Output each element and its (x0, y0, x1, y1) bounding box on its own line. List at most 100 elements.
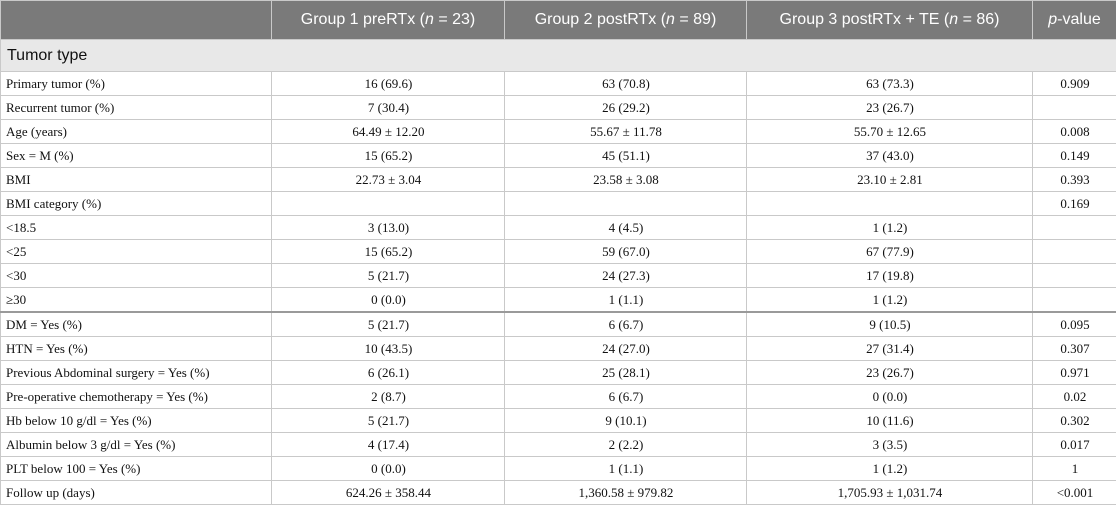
group3-value: 10 (11.6) (746, 408, 1033, 433)
group1-value: 7 (30.4) (271, 95, 505, 120)
table-row: BMI 22.73 ± 3.04 23.58 ± 3.08 23.10 ± 2.81 0… (0, 167, 1116, 192)
group1-value: 0 (0.0) (271, 456, 505, 481)
group1-value: 16 (69.6) (271, 71, 505, 96)
p-value: 0.307 (1032, 336, 1116, 361)
table-row: <30 5 (21.7) 24 (27.3) 17 (19.8) (0, 263, 1116, 288)
group1-value: 64.49 ± 12.20 (271, 119, 505, 144)
row-label: Albumin below 3 g/dl = Yes (%) (0, 432, 272, 457)
group3-value: 1 (1.2) (746, 287, 1033, 313)
table-row: DM = Yes (%) 5 (21.7) 6 (6.7) 9 (10.5) 0.095 (0, 311, 1116, 337)
group2-value: 6 (6.7) (504, 311, 747, 337)
section-title: Tumor type (0, 39, 1116, 72)
group3-value: 63 (73.3) (746, 71, 1033, 96)
row-label: Recurrent tumor (%) (0, 95, 272, 120)
group2-value: 24 (27.0) (504, 336, 747, 361)
p-value: 0.149 (1032, 143, 1116, 168)
table-row: Recurrent tumor (%) 7 (30.4) 26 (29.2) 23 (… (0, 95, 1116, 120)
table-row: Albumin below 3 g/dl = Yes (%) 4 (17.4) 2 … (0, 432, 1116, 457)
table-row: <25 15 (65.2) 59 (67.0) 67 (77.9) (0, 239, 1116, 264)
p-value (1032, 287, 1116, 313)
group1-value: 5 (21.7) (271, 408, 505, 433)
group2-value: 25 (28.1) (504, 360, 747, 385)
p-value: 0.017 (1032, 432, 1116, 457)
group1-value: 2 (8.7) (271, 384, 505, 409)
row-label: PLT below 100 = Yes (%) (0, 456, 272, 481)
group3-value: 1 (1.2) (746, 215, 1033, 240)
row-label: DM = Yes (%) (0, 311, 272, 337)
p-value: <0.001 (1032, 480, 1116, 505)
group1-value: 3 (13.0) (271, 215, 505, 240)
group2-value (504, 191, 747, 216)
header-blank (0, 0, 272, 40)
group1-value: 10 (43.5) (271, 336, 505, 361)
row-label: Age (years) (0, 119, 272, 144)
group2-value: 1 (1.1) (504, 456, 747, 481)
group1-value: 5 (21.7) (271, 311, 505, 337)
group2-value: 6 (6.7) (504, 384, 747, 409)
group2-value: 1 (1.1) (504, 287, 747, 313)
header-pvalue: p-value (1032, 0, 1116, 40)
group2-value: 63 (70.8) (504, 71, 747, 96)
group2-value: 24 (27.3) (504, 263, 747, 288)
group1-value: 624.26 ± 358.44 (271, 480, 505, 505)
p-value: 0.909 (1032, 71, 1116, 96)
group2-value: 55.67 ± 11.78 (504, 119, 747, 144)
table-row: <18.5 3 (13.0) 4 (4.5) 1 (1.2) (0, 215, 1116, 240)
group3-value: 23 (26.7) (746, 95, 1033, 120)
row-label: <18.5 (0, 215, 272, 240)
p-value (1032, 263, 1116, 288)
p-value: 0.169 (1032, 191, 1116, 216)
group3-value: 23 (26.7) (746, 360, 1033, 385)
group1-value: 6 (26.1) (271, 360, 505, 385)
group1-value: 5 (21.7) (271, 263, 505, 288)
group3-value: 1 (1.2) (746, 456, 1033, 481)
group3-value: 0 (0.0) (746, 384, 1033, 409)
section-row: Tumor type (0, 39, 1116, 72)
p-value: 0.971 (1032, 360, 1116, 385)
table-header-row: Group 1 preRTx (n = 23) Group 2 postRTx … (0, 0, 1116, 40)
row-label: Hb below 10 g/dl = Yes (%) (0, 408, 272, 433)
group2-value: 4 (4.5) (504, 215, 747, 240)
group1-value: 0 (0.0) (271, 287, 505, 313)
row-label: HTN = Yes (%) (0, 336, 272, 361)
table-row: Hb below 10 g/dl = Yes (%) 5 (21.7) 9 (10.… (0, 408, 1116, 433)
group1-value: 4 (17.4) (271, 432, 505, 457)
group3-value: 9 (10.5) (746, 311, 1033, 337)
p-value: 0.02 (1032, 384, 1116, 409)
row-label: <25 (0, 239, 272, 264)
row-label: ≥30 (0, 287, 272, 313)
group2-value: 23.58 ± 3.08 (504, 167, 747, 192)
group3-value: 55.70 ± 12.65 (746, 119, 1033, 144)
row-label: Sex = M (%) (0, 143, 272, 168)
table-row: ≥30 0 (0.0) 1 (1.1) 1 (1.2) (0, 287, 1116, 313)
group2-value: 1,360.58 ± 979.82 (504, 480, 747, 505)
p-value (1032, 215, 1116, 240)
group2-value: 2 (2.2) (504, 432, 747, 457)
p-value: 1 (1032, 456, 1116, 481)
group3-value: 17 (19.8) (746, 263, 1033, 288)
p-value: 0.008 (1032, 119, 1116, 144)
table-row: Age (years) 64.49 ± 12.20 55.67 ± 11.78 55.… (0, 119, 1116, 144)
group3-value: 37 (43.0) (746, 143, 1033, 168)
header-group2: Group 2 postRTx (n = 89) (504, 0, 747, 40)
group3-value: 23.10 ± 2.81 (746, 167, 1033, 192)
p-value (1032, 239, 1116, 264)
row-label: Primary tumor (%) (0, 71, 272, 96)
group2-value: 26 (29.2) (504, 95, 747, 120)
header-group1: Group 1 preRTx (n = 23) (271, 0, 505, 40)
group3-value: 3 (3.5) (746, 432, 1033, 457)
group1-value: 15 (65.2) (271, 239, 505, 264)
p-value: 0.302 (1032, 408, 1116, 433)
table-row: PLT below 100 = Yes (%) 0 (0.0) 1 (1.1) 1 (… (0, 456, 1116, 481)
characteristics-table: Group 1 preRTx (n = 23) Group 2 postRTx … (0, 0, 1116, 505)
group2-value: 9 (10.1) (504, 408, 747, 433)
group1-value (271, 191, 505, 216)
group1-value: 15 (65.2) (271, 143, 505, 168)
row-label: Follow up (days) (0, 480, 272, 505)
row-label: BMI (0, 167, 272, 192)
row-label: BMI category (%) (0, 191, 272, 216)
p-value: 0.393 (1032, 167, 1116, 192)
group3-value (746, 191, 1033, 216)
table-row: Primary tumor (%) 16 (69.6) 63 (70.8) 63 (7… (0, 71, 1116, 96)
table-row: Pre-operative chemotherapy = Yes (%) 2 (8… (0, 384, 1116, 409)
